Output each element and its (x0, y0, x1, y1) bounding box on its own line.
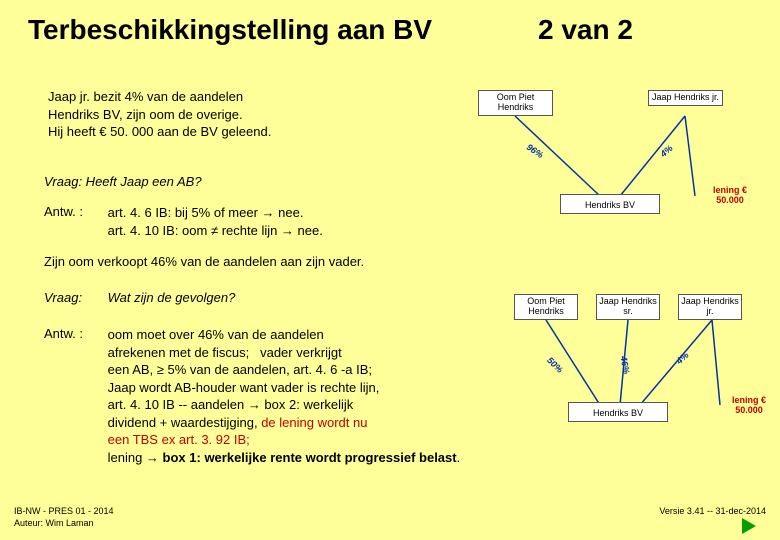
page-counter: 2 van 2 (538, 14, 633, 46)
diagram-box: Hendriks BV (560, 194, 660, 214)
diagram-box: Jaap Hendriks sr. (596, 294, 660, 320)
diagram-top: Oom Piet Hendriks Jaap Hendriks jr. Hend… (460, 86, 770, 246)
question-1: Vraag: Heeft Jaap een AB? (44, 174, 202, 189)
intro-line: Hij heeft € 50. 000 aan de BV geleend. (48, 123, 271, 141)
answer-label: Antw. : (44, 204, 104, 219)
intro-line: Hendriks BV, zijn oom de overige. (48, 106, 271, 124)
page-title: Terbeschikkingstelling aan BV (28, 14, 432, 45)
footer-author: Auteur: Wim Laman (14, 517, 114, 530)
diagram-loan-label: lening € 50.000 (700, 186, 760, 206)
sale-text: Zijn oom verkoopt 46% van de aandelen aa… (44, 254, 364, 269)
answer-label: Antw. : (44, 326, 104, 341)
question-label: Vraag: (44, 290, 104, 305)
footer-code: IB‑NW ‑ PRES 01 ‑ 2014 (14, 505, 114, 518)
diagram-box: Hendriks BV (568, 402, 668, 422)
intro-line: Jaap jr. bezit 4% van de aandelen (48, 88, 271, 106)
next-slide-icon[interactable] (742, 518, 756, 534)
diagram-box: Oom Piet Hendriks (478, 90, 553, 116)
diagram-box: Oom Piet Hendriks (514, 294, 578, 320)
footer-version: Versie 3.41 ‑‑ 31‑dec‑2014 (659, 506, 766, 516)
footer-left: IB‑NW ‑ PRES 01 ‑ 2014 Auteur: Wim Laman (14, 505, 114, 530)
answer-body: oom moet over 46% van de aandelen afreke… (108, 326, 461, 466)
intro-text: Jaap jr. bezit 4% van de aandelen Hendri… (48, 88, 271, 141)
diagram-box: Jaap Hendriks jr. (678, 294, 742, 320)
answer-line: art. 4. 6 IB: bij 5% of meer → nee. (108, 205, 304, 220)
question-body: Wat zijn de gevolgen? (108, 290, 236, 305)
answer-line: art. 4. 10 IB: oom ≠ rechte lijn → nee. (108, 223, 323, 238)
diagram-loan-label: lening € 50.000 (720, 396, 778, 416)
diagram-box: Jaap Hendriks jr. (648, 90, 723, 106)
diagram-bottom: Oom Piet Hendriks Jaap Hendriks sr. Jaap… (510, 290, 780, 470)
answer-1: Antw. : art. 4. 6 IB: bij 5% of meer → n… (44, 204, 323, 239)
question-2: Vraag: Wat zijn de gevolgen? (44, 290, 235, 305)
answer-2: Antw. : oom moet over 46% van de aandele… (44, 326, 460, 466)
